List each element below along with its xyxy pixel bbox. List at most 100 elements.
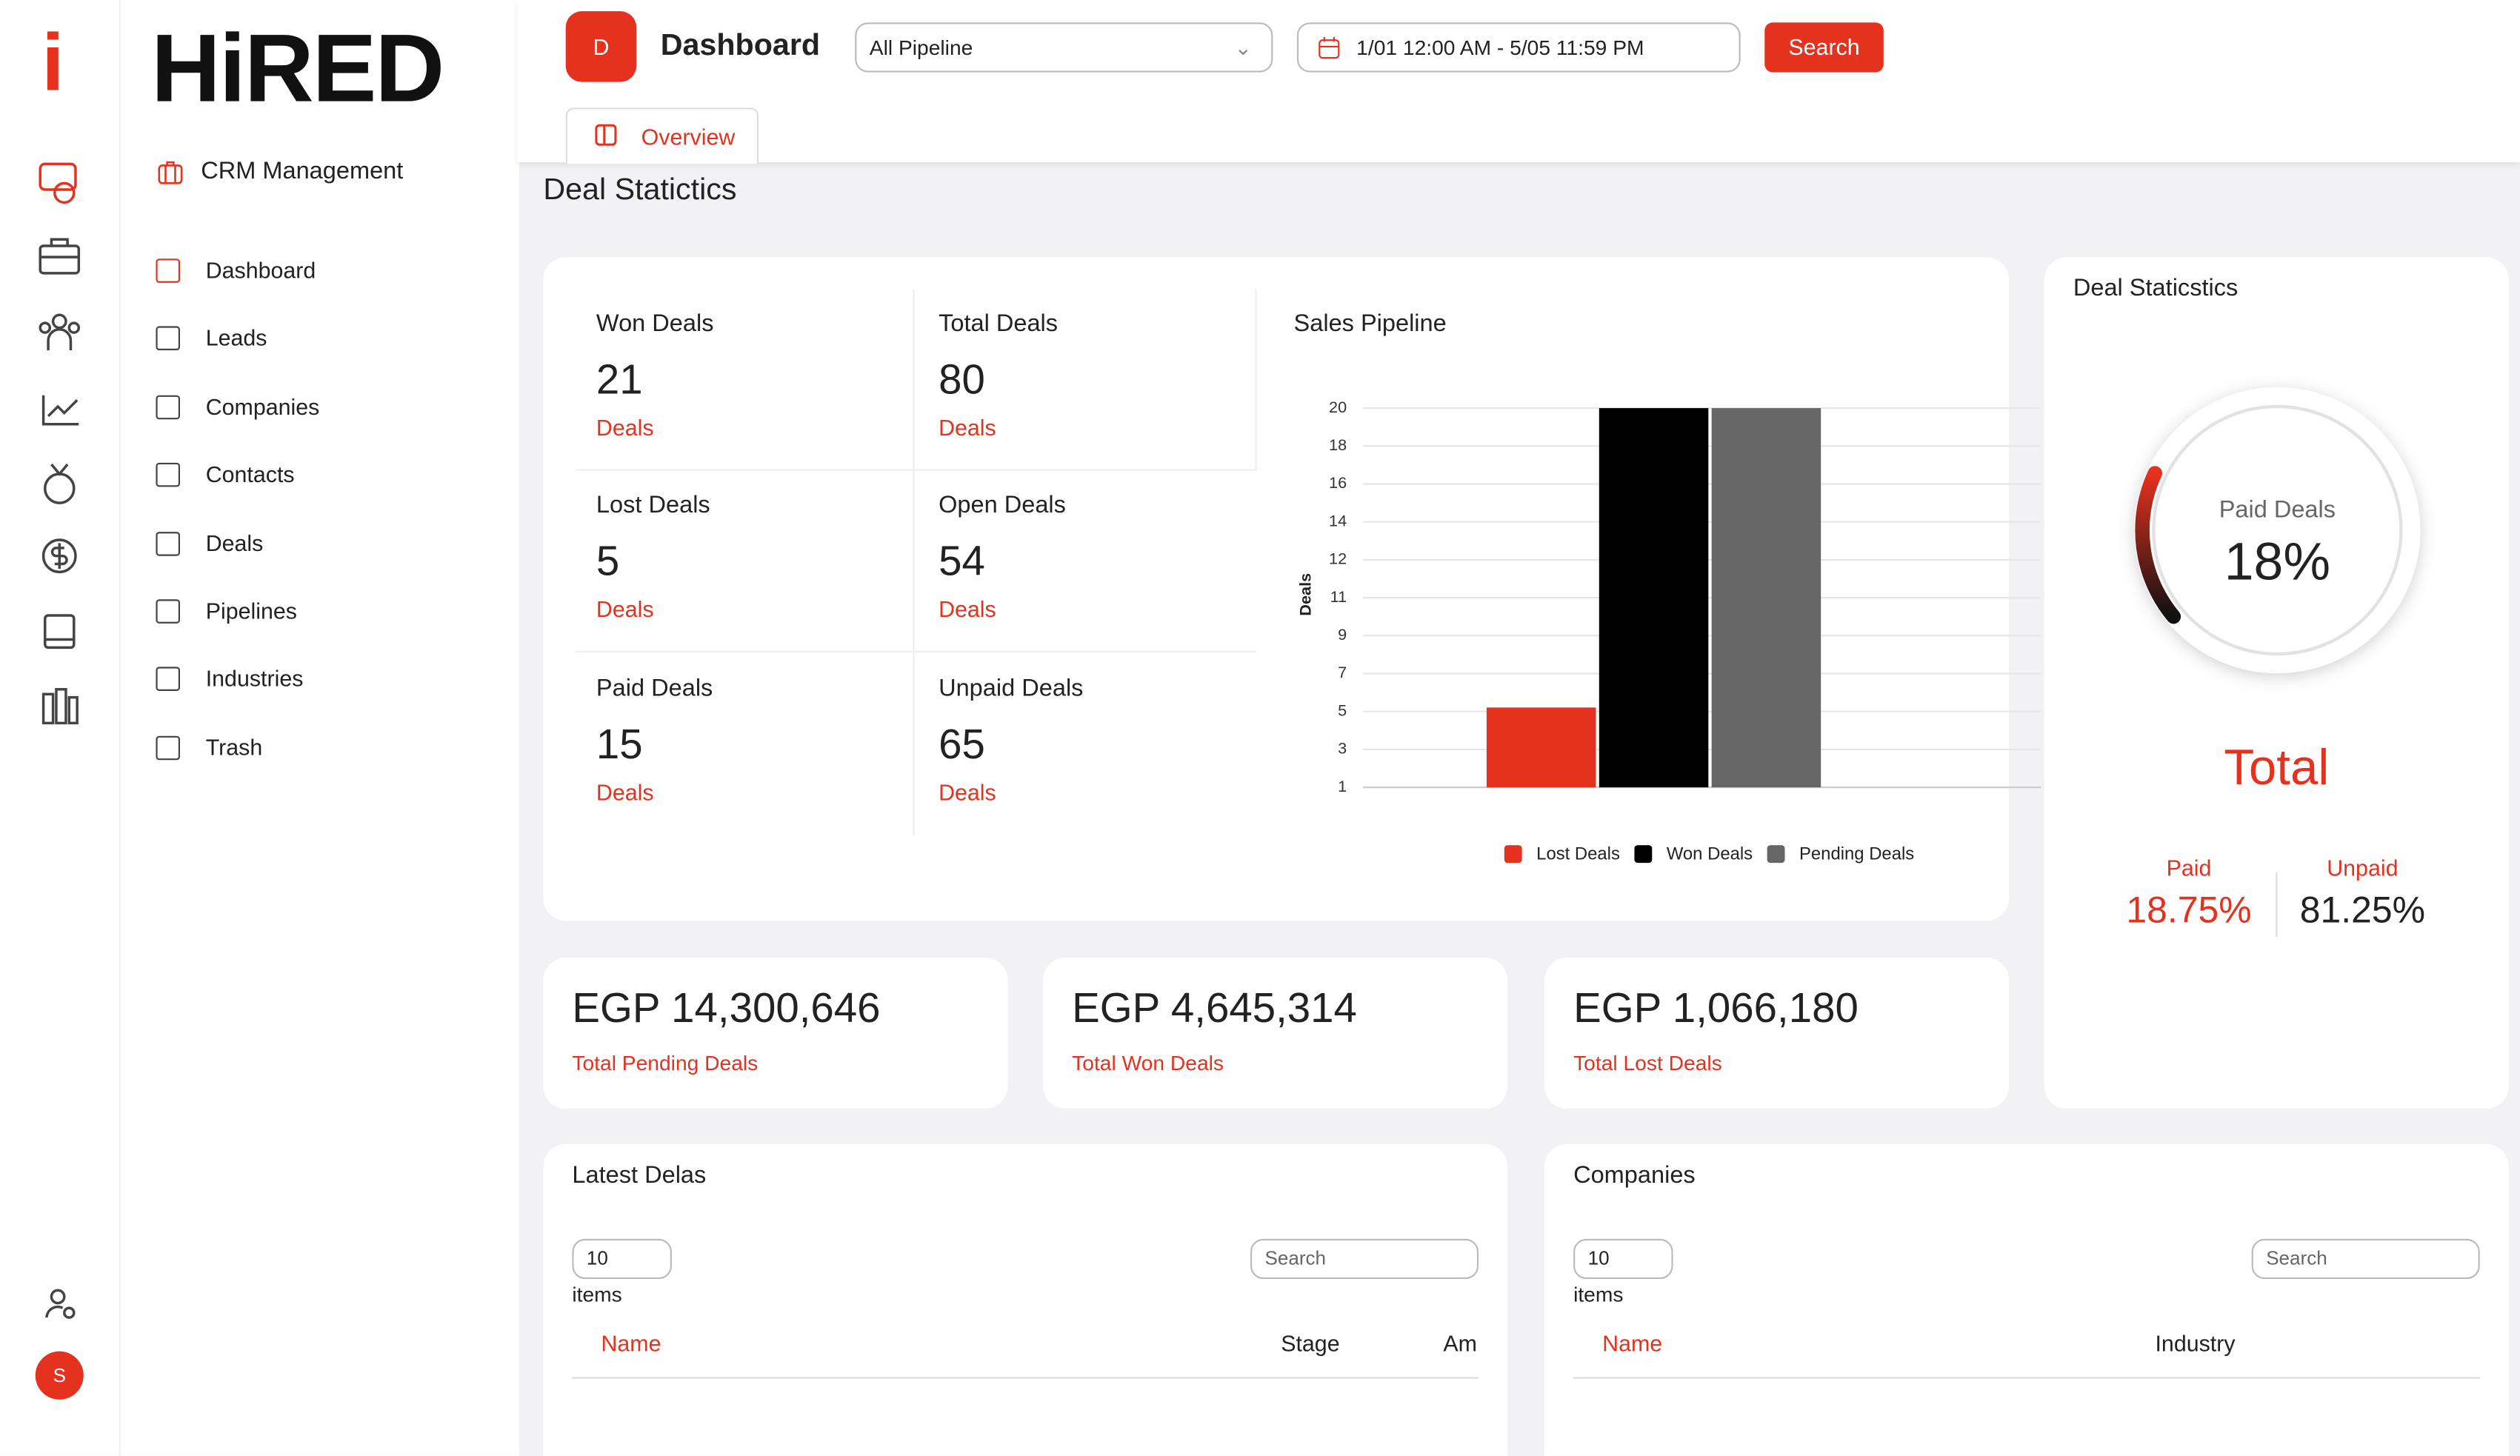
paid-value: 18.75% <box>2126 888 2252 931</box>
total-card <box>1043 958 1508 1109</box>
nav-icon <box>156 667 180 691</box>
pipeline-value: All Pipeline <box>869 35 973 60</box>
divider <box>575 650 1257 652</box>
stat-label: Paid Deals <box>596 675 713 703</box>
header-title: Dashboard <box>660 29 821 63</box>
date-range[interactable]: 1/01 12:00 AM - 5/05 11:59 PM <box>1296 22 1741 73</box>
brand-name: HiRED <box>150 14 444 122</box>
legend-label: Lost Deals <box>1536 844 1620 864</box>
user-avatar[interactable]: S <box>35 1351 84 1400</box>
bar <box>1486 707 1596 788</box>
nav-item[interactable]: Pipelines <box>205 598 298 624</box>
stat-unit: Deals <box>596 414 654 441</box>
gauge-ring <box>2152 404 2403 656</box>
stat-label: Won Deals <box>596 310 714 338</box>
y-tick-label: 20 <box>1329 398 1347 416</box>
nav-icon <box>156 462 180 487</box>
paid-label: Paid <box>2166 855 2212 881</box>
legend-label: Won Deals <box>1667 844 1753 864</box>
icon-rail <box>0 0 119 1456</box>
nav-icon <box>156 599 180 624</box>
stat-label: Unpaid Deals <box>939 675 1084 703</box>
stat-value: 21 <box>596 355 643 404</box>
y-tick-label: 14 <box>1329 511 1347 530</box>
nav-icon <box>156 258 180 283</box>
stat-value: 54 <box>939 536 985 585</box>
y-tick-label: 9 <box>1338 625 1347 644</box>
table-search[interactable]: Search <box>1250 1238 1479 1280</box>
gauge-title: Deal Staticstics <box>2073 275 2239 302</box>
section-icon <box>158 161 183 184</box>
column-header[interactable]: Name <box>601 1330 661 1357</box>
nav-icon <box>156 326 180 350</box>
stat-unit: Deals <box>939 779 996 805</box>
y-tick-label: 3 <box>1338 739 1347 758</box>
total-label: Total Pending Deals <box>572 1050 759 1075</box>
sidebar <box>119 0 519 1456</box>
legend-swatch <box>1634 845 1653 864</box>
nav-item[interactable]: Leads <box>205 324 267 350</box>
legend-swatch <box>1504 845 1522 864</box>
legend-swatch <box>1767 845 1785 864</box>
total-amount: EGP 14,300,646 <box>572 983 881 1032</box>
nav-item[interactable]: Industries <box>205 665 304 691</box>
column-header[interactable]: Am <box>1443 1330 1477 1357</box>
nav-icon <box>156 532 180 556</box>
nav-icon <box>156 395 180 420</box>
pipeline-select[interactable]: All Pipeline ⌄ <box>855 22 1273 73</box>
nav-item[interactable]: Contacts <box>205 461 295 487</box>
table-title: Latest Delas <box>572 1161 707 1189</box>
stat-value: 5 <box>596 536 620 585</box>
stat-label: Open Deals <box>939 491 1066 519</box>
user-settings-icon[interactable] <box>41 1286 80 1324</box>
divider <box>1255 289 1257 470</box>
divider <box>2276 872 2278 937</box>
rail-icons <box>39 162 81 725</box>
header-rule <box>1573 1377 2480 1379</box>
bar <box>1599 408 1709 788</box>
table-card <box>1544 1143 2509 1456</box>
items-label: items <box>572 1282 622 1306</box>
y-axis-title: Deals <box>1296 573 1315 616</box>
stat-value: 15 <box>596 719 643 769</box>
total-label: Total Lost Deals <box>1573 1050 1722 1075</box>
total-amount: EGP 1,066,180 <box>1573 983 1859 1032</box>
table-title: Companies <box>1573 1161 1696 1189</box>
unpaid-label: Unpaid <box>2327 855 2399 881</box>
table-search[interactable]: Search <box>2251 1238 2480 1280</box>
y-tick-label: 7 <box>1338 663 1347 681</box>
chart-title: Sales Pipeline <box>1294 310 1447 336</box>
nav-item[interactable]: Deals <box>205 530 264 556</box>
gauge-arc <box>2135 466 2181 624</box>
stat-value: 80 <box>939 355 985 404</box>
overview-tab[interactable]: Overview <box>565 107 759 164</box>
page-size[interactable]: 10 <box>572 1238 672 1280</box>
stat-unit: Deals <box>939 595 996 622</box>
column-header[interactable]: Industry <box>2155 1330 2236 1357</box>
column-header[interactable]: Stage <box>1281 1330 1340 1357</box>
y-tick-label: 11 <box>1330 587 1347 606</box>
search-button[interactable]: Search <box>1764 22 1884 73</box>
page-title: Deal Statictics <box>543 173 737 207</box>
bar <box>1711 408 1821 788</box>
stat-label: Total Deals <box>939 310 1059 338</box>
tab-label: Overview <box>641 124 736 150</box>
nav-item[interactable]: Companies <box>205 393 320 420</box>
gauge-label: Paid Deals <box>2219 496 2336 523</box>
page-size[interactable]: 10 <box>1573 1238 1673 1280</box>
table-card <box>543 1143 1508 1456</box>
gauge-value: 18% <box>2224 532 2330 592</box>
y-tick-label: 18 <box>1329 435 1347 454</box>
y-tick-label: 5 <box>1338 701 1347 719</box>
nav-item[interactable]: Trash <box>205 734 263 761</box>
column-header[interactable]: Name <box>1602 1330 1663 1357</box>
total-card <box>543 958 1008 1109</box>
nav-item[interactable]: Dashboard <box>205 257 316 283</box>
nav-icon <box>156 735 180 761</box>
y-tick-label: 12 <box>1329 550 1347 568</box>
page-avatar: D <box>565 11 637 82</box>
stat-unit: Deals <box>939 414 996 441</box>
